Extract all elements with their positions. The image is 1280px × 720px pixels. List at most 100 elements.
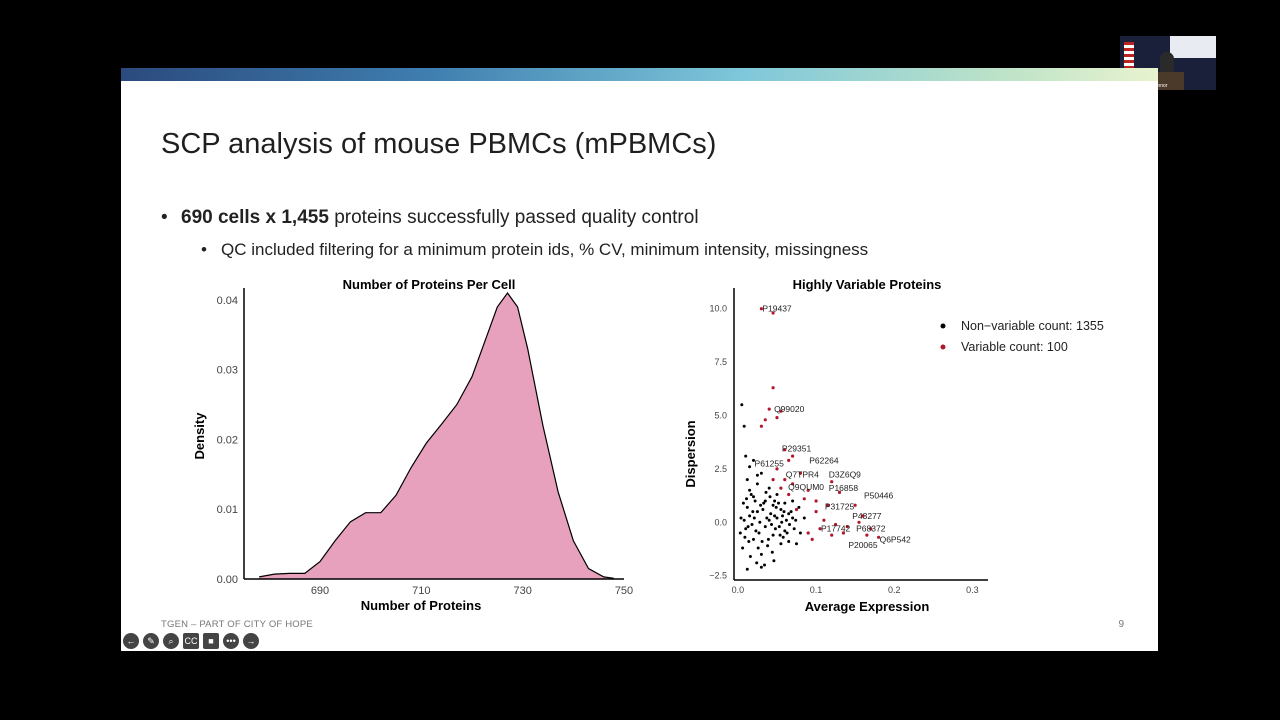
nonvariable-point <box>741 501 745 505</box>
y-axis-label: Dispersion <box>683 420 698 487</box>
variable-point <box>771 386 775 390</box>
y-tick-label: −2.5 <box>709 571 727 581</box>
slide: SCP analysis of mouse PBMCs (mPBMCs) • 69… <box>121 68 1158 651</box>
legend-marker <box>940 344 946 350</box>
nonvariable-point <box>766 544 770 548</box>
protein-label: P19437 <box>762 304 792 314</box>
protein-label: P43277 <box>852 511 882 521</box>
nonvariable-point <box>781 514 784 518</box>
variable-point <box>794 507 799 512</box>
y-tick-label: 0.02 <box>217 434 238 446</box>
nonvariable-point <box>760 540 764 543</box>
nonvariable-point <box>748 514 752 518</box>
y-tick-label: 2.5 <box>714 464 727 474</box>
protein-label: P50446 <box>864 491 894 501</box>
protein-label: P31725 <box>825 501 855 511</box>
page-number: 9 <box>1118 619 1124 630</box>
chart-title: Highly Variable Proteins <box>793 277 942 292</box>
slide-banner <box>121 68 1158 81</box>
nonvariable-point <box>777 525 781 529</box>
slide-footer: TGEN – PART OF CITY OF HOPE <box>161 619 313 630</box>
forward-arrow-icon[interactable]: → <box>243 633 259 649</box>
nonvariable-point <box>755 510 759 514</box>
nonvariable-point <box>752 537 755 541</box>
nonvariable-point <box>770 523 773 526</box>
camera-icon[interactable]: ■ <box>203 633 219 649</box>
nonvariable-point <box>802 516 806 520</box>
y-tick-label: 0.0 <box>714 517 727 527</box>
nonvariable-point <box>763 499 767 503</box>
x-axis-label: Average Expression <box>805 599 930 614</box>
y-tick-label: 0.04 <box>217 295 238 307</box>
density-area <box>259 293 614 579</box>
webcam-background <box>1170 36 1216 58</box>
nonvariable-point <box>794 518 798 522</box>
bullet-dot: • <box>201 240 207 259</box>
protein-label: P29351 <box>782 444 812 454</box>
nonvariable-point <box>764 490 768 494</box>
bullet-bold-text: 690 cells x 1,455 <box>181 207 329 228</box>
nonvariable-point <box>754 529 758 533</box>
nonvariable-point <box>742 518 746 522</box>
variable-point <box>822 518 826 522</box>
nonvariable-point <box>748 465 752 469</box>
nonvariable-point <box>751 510 755 514</box>
x-tick-label: 0.3 <box>966 585 979 595</box>
nonvariable-point <box>772 559 776 563</box>
bullet-dot: • <box>161 207 168 228</box>
nonvariable-point <box>773 527 777 531</box>
magnifier-icon[interactable]: ⌕ <box>163 633 179 649</box>
nonvariable-point <box>745 567 749 571</box>
nonvariable-point <box>750 523 754 526</box>
density-chart: 690 710 730 750 0.00 0.01 0.02 0.03 0.04 Number o… <box>192 277 633 613</box>
variable-point <box>775 416 779 420</box>
nonvariable-point <box>784 518 788 522</box>
more-icon[interactable]: ••• <box>223 633 239 649</box>
variable-point <box>791 482 795 486</box>
variable-point <box>837 490 842 494</box>
x-tick-label: 710 <box>412 585 430 597</box>
variable-point <box>814 510 818 514</box>
variable-point <box>779 409 783 413</box>
y-tick-label: 0.00 <box>217 574 238 586</box>
variable-point <box>802 497 806 501</box>
variable-point <box>818 527 822 531</box>
variable-point <box>841 531 845 535</box>
protein-label: P20065 <box>848 540 878 550</box>
protein-label: P17742 <box>821 524 851 534</box>
nonvariable-point <box>774 505 778 509</box>
nonvariable-point <box>766 537 770 541</box>
variable-point <box>861 514 865 518</box>
protein-label: Q6P542 <box>880 534 911 544</box>
variable-point <box>826 503 830 507</box>
pen-icon[interactable]: ✎ <box>143 633 159 649</box>
nonvariable-point <box>755 561 759 565</box>
y-tick-label: 0.01 <box>217 504 238 516</box>
variable-point <box>759 307 763 311</box>
nonvariable-point <box>759 565 763 569</box>
captions-icon[interactable]: CC <box>183 633 199 649</box>
nonvariable-point <box>775 516 779 520</box>
variable-point <box>857 520 861 524</box>
nonvariable-point <box>779 542 783 546</box>
x-tick-label: 0.2 <box>888 585 901 595</box>
protein-label: P62264 <box>809 455 839 465</box>
nonvariable-point <box>788 523 791 526</box>
slideshow-toolbar: ← ✎ ⌕ CC ■ ••• → <box>123 633 259 649</box>
nonvariable-point <box>767 518 771 522</box>
back-arrow-icon[interactable]: ← <box>123 633 139 649</box>
variable-point <box>845 525 849 529</box>
nonvariable-point <box>771 533 775 537</box>
nonvariable-point <box>767 486 771 490</box>
nonvariable-point <box>743 535 747 539</box>
variable-point <box>810 537 814 541</box>
variable-point <box>771 478 775 482</box>
variable-point <box>834 522 838 527</box>
variable-point <box>853 503 857 507</box>
nonvariable-point <box>789 510 793 514</box>
nonvariable-point <box>759 503 763 507</box>
nonvariable-point <box>740 403 744 407</box>
nonvariable-point <box>758 520 762 524</box>
nonvariable-point <box>763 563 766 567</box>
